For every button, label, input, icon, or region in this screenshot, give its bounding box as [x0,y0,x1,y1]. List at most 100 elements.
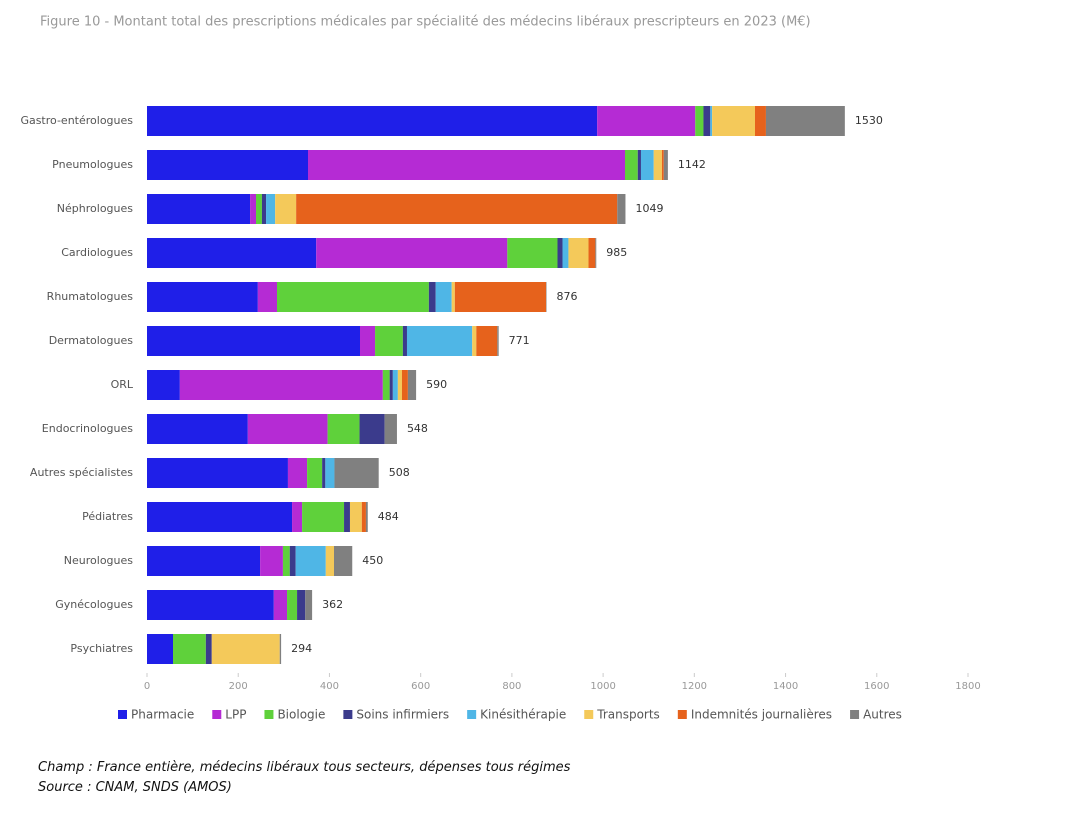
bar-segment [588,238,596,268]
bar-segment [172,634,206,664]
x-tick-label: 600 [411,681,430,692]
bar-segment [147,238,317,268]
bar-segment [765,106,845,136]
value-label: 771 [509,334,530,347]
x-tick-label: 1000 [590,681,615,692]
legend-swatch [212,710,222,719]
bar-segment [147,458,288,488]
x-tick-label: 800 [502,681,521,692]
x-tick-label: 1800 [955,681,980,692]
legend-swatch [467,710,477,719]
bar-segment [392,370,398,400]
bar-segment [292,502,303,532]
x-tick-label: 200 [229,681,248,692]
value-label: 294 [291,642,312,655]
y-tick-label: Cardiologues [61,246,133,259]
bar-segment [497,326,499,356]
bar-segment [384,414,397,444]
bar-segment [287,590,298,620]
bar-segment [562,238,569,268]
legend-label: Biologie [277,708,325,722]
legend-label: Autres [863,708,902,722]
value-label: 985 [606,246,627,259]
value-label: 508 [389,466,410,479]
bar-segment [454,282,547,312]
bar-segment [451,282,455,312]
bar-segment [257,282,277,312]
bar-segment [250,194,257,224]
legend-label: Kinésithérapie [480,708,566,722]
bar-segment [287,458,308,488]
y-tick-label: Endocrinologues [42,422,133,435]
y-tick-label: Dermatologues [49,334,134,347]
bar-segment [276,282,429,312]
bar-segment [295,546,326,576]
bar-segment [365,502,368,532]
bar-segment [653,150,662,180]
bar-segment [507,238,558,268]
bar-segment [325,546,335,576]
value-label: 1142 [678,158,706,171]
bar-segment [296,194,618,224]
bar-segment [695,106,704,136]
bar-segment [625,150,638,180]
y-tick-label: Neurologues [64,554,133,567]
bar-segment [334,546,353,576]
bar-segment [147,106,598,136]
bar-segment [297,590,306,620]
value-label: 876 [557,290,578,303]
bar-segment [256,194,262,224]
note: Champ : France entière, médecins libérau… [38,760,571,775]
bar-segment [402,326,407,356]
bar-segment [640,150,654,180]
bar-segment [179,370,383,400]
bar-segment [754,106,766,136]
bar-segment [261,194,267,224]
legend-label: LPP [225,708,246,722]
bar-segment [375,326,403,356]
bar-segment [661,150,664,180]
bar-segment [147,414,248,444]
bar-segment [344,502,350,532]
x-tick-label: 1200 [682,681,707,692]
bar-segment [289,546,296,576]
bar-segment [406,326,473,356]
x-tick-label: 1400 [773,681,798,692]
value-label: 548 [407,422,428,435]
bar-segment [282,546,290,576]
y-tick-label: Pédiatres [82,510,133,523]
bar-segment [279,634,282,664]
bar-segment [435,282,452,312]
legend-label: Transports [596,708,660,722]
legend-swatch [850,710,860,719]
bar-segment [316,238,508,268]
bar-segment [266,194,276,224]
bar-segment [147,194,251,224]
bar-segment [327,414,360,444]
bar-segment [205,634,212,664]
bar-segment [663,150,668,180]
bar-segment [147,634,173,664]
legend-swatch [264,710,274,719]
value-label: 590 [426,378,447,391]
bar-segment [147,326,361,356]
value-label: 484 [378,510,399,523]
bar-segment [307,458,323,488]
bar-segment [637,150,641,180]
bar-segment [147,282,258,312]
bar-segment [322,458,326,488]
bar-segment [401,370,408,400]
legend-swatch [584,710,594,719]
bar-segment [305,590,313,620]
bar-segment [147,150,309,180]
bar-segment [361,502,366,532]
chart: Figure 10 - Montant total des prescripti… [20,15,980,722]
bar-segment [557,238,563,268]
value-label: 450 [362,554,383,567]
legend-swatch [118,710,127,719]
bar-segment [308,150,626,180]
bar-segment [568,238,589,268]
value-label: 1530 [855,114,883,127]
bar-segment [334,458,379,488]
bar-segment [617,194,626,224]
